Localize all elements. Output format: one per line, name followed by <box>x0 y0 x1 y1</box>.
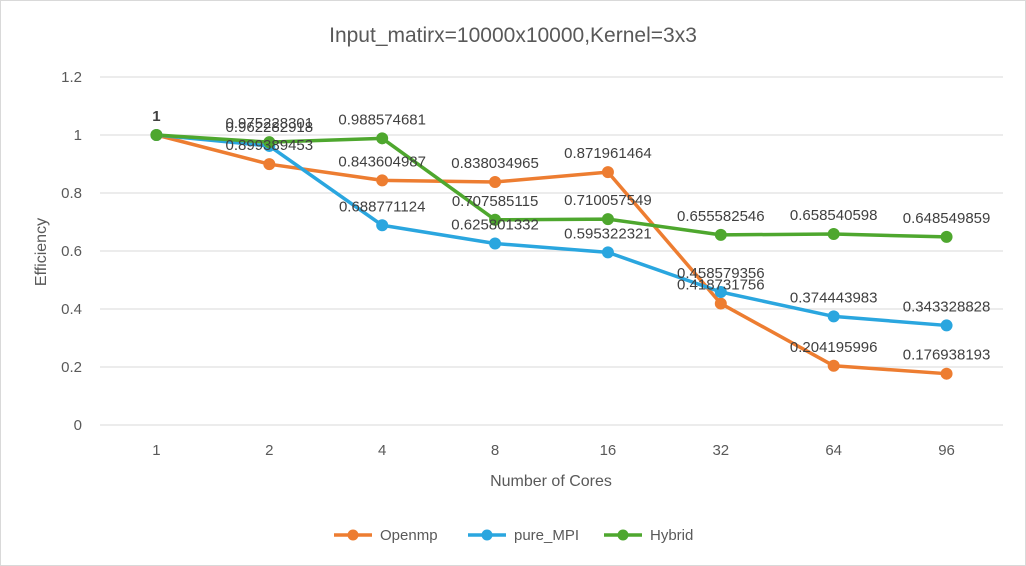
x-tick-label: 64 <box>825 442 842 459</box>
data-label-pure-mpi: 0.343328828 <box>903 298 991 315</box>
y-tick-label: 0.6 <box>61 243 82 260</box>
legend-label-hybrid: Hybrid <box>650 527 693 544</box>
x-axis-ticks: 1 2 4 8 16 32 64 96 <box>152 442 955 459</box>
data-point-openmp <box>601 166 614 179</box>
y-tick-label: 0 <box>74 417 82 434</box>
data-label-hybrid: 0.975228301 <box>226 115 314 132</box>
data-point-hybrid <box>827 228 840 241</box>
data-point-pure-mpi <box>714 286 727 299</box>
y-axis-title: Efficiency <box>33 218 50 286</box>
data-point-hybrid <box>601 213 614 226</box>
x-tick-label: 1 <box>152 442 160 459</box>
data-label-hybrid: 0.658540598 <box>790 207 878 224</box>
legend-marker-openmp <box>347 529 359 541</box>
data-point-openmp <box>827 359 840 372</box>
data-label-pure-mpi: 0.962282918 <box>226 119 314 136</box>
data-point-hybrid <box>263 136 276 149</box>
data-label-pure-mpi: 0.374443983 <box>790 289 878 306</box>
data-point-hybrid <box>714 228 727 241</box>
data-point-hybrid <box>150 129 163 141</box>
y-axis-ticks: 0 0.2 0.4 0.6 0.8 1 1.2 <box>61 69 82 434</box>
data-point-pure-mpi <box>940 319 953 332</box>
x-tick-label: 4 <box>378 442 386 459</box>
y-tick-label: 1 <box>74 127 82 144</box>
data-label-hybrid: 0.655582546 <box>677 208 765 225</box>
data-label-pure-mpi: 0.625801332 <box>451 217 539 234</box>
data-label-pure-mpi: 0.688771124 <box>339 198 425 215</box>
y-tick-label: 1.2 <box>61 69 82 86</box>
data-label-pure-mpi: 0.595322321 <box>564 225 652 242</box>
data-point-hybrid <box>940 230 953 243</box>
data-label-pure-mpi: 0.458579356 <box>677 265 765 282</box>
legend-marker-pure-mpi <box>481 529 493 541</box>
series-line-openmp <box>154 133 949 376</box>
legend-marker-hybrid <box>617 529 629 541</box>
data-point-pure-mpi <box>601 246 614 259</box>
data-point-openmp <box>263 158 276 171</box>
data-point-openmp <box>940 367 953 380</box>
data-label-hybrid: 0.710057549 <box>564 192 652 209</box>
data-label-hybrid: 0.988574681 <box>338 111 426 128</box>
data-point-pure-mpi <box>827 310 840 323</box>
data-label-hybrid: 0.648549859 <box>903 210 991 227</box>
data-label-openmp: 0.871961464 <box>564 145 652 162</box>
data-label-openmp: 0.176938193 <box>903 347 991 364</box>
x-tick-label: 96 <box>938 442 955 459</box>
series-layer <box>150 129 953 380</box>
y-tick-label: 0.4 <box>61 301 82 318</box>
x-tick-label: 16 <box>600 442 617 459</box>
series-line-pure-mpi <box>154 133 949 328</box>
legend-label-pure-mpi: pure_MPI <box>514 527 579 544</box>
data-point-hybrid <box>489 213 502 226</box>
data-labels: 1 0.899389453 0.843604987 0.838034965 0.8719… <box>152 108 990 364</box>
data-label-openmp: 0.843604987 <box>338 153 426 170</box>
y-tick-label: 0.2 <box>61 359 82 376</box>
x-tick-label: 32 <box>712 442 729 459</box>
data-label-hybrid: 0.707585115 <box>452 193 538 210</box>
data-point-openmp <box>376 174 389 187</box>
data-point-pure-mpi <box>489 237 502 250</box>
x-tick-label: 2 <box>265 442 273 459</box>
legend-label-openmp: Openmp <box>380 527 438 544</box>
x-axis-title: Number of Cores <box>490 473 612 490</box>
data-point-openmp <box>714 297 727 310</box>
data-label-openmp: 0.838034965 <box>451 155 539 172</box>
legend: Openmp pure_MPI Hybrid <box>334 527 693 544</box>
data-point-pure-mpi <box>376 219 389 232</box>
chart-title: Input_matirx=10000x10000,Kernel=3x3 <box>329 24 697 47</box>
data-label-openmp: 1 <box>152 108 160 125</box>
data-label-openmp: 0.418731756 <box>677 277 765 294</box>
data-point-hybrid <box>376 132 389 145</box>
data-label-openmp: 0.204195996 <box>790 339 878 356</box>
y-tick-label: 0.8 <box>61 185 82 202</box>
data-label-openmp: 0.899389453 <box>226 137 314 154</box>
series-line-hybrid <box>154 133 949 239</box>
x-tick-label: 8 <box>491 442 499 459</box>
data-point-openmp <box>489 175 502 188</box>
